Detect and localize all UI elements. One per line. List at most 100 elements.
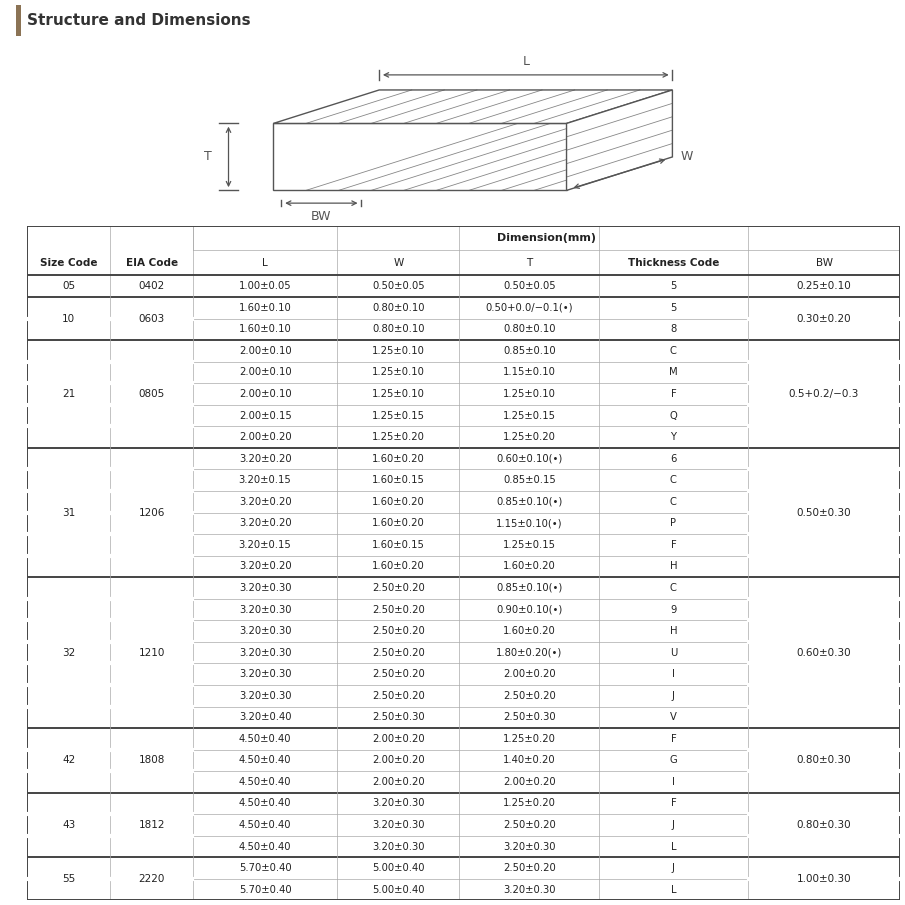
Text: 4.50±0.40: 4.50±0.40	[239, 798, 291, 808]
Text: 3.20±0.15: 3.20±0.15	[239, 475, 291, 485]
Text: 1.80±0.20(•): 1.80±0.20(•)	[496, 648, 562, 658]
Text: 0.50±0.05: 0.50±0.05	[503, 281, 556, 291]
Text: 0.80±0.30: 0.80±0.30	[796, 820, 852, 830]
Text: 3.20±0.30: 3.20±0.30	[239, 626, 291, 636]
Text: 2.50±0.20: 2.50±0.20	[372, 691, 424, 700]
Text: 2.00±0.10: 2.00±0.10	[239, 367, 291, 377]
Text: I: I	[672, 669, 675, 679]
Text: 3.20±0.30: 3.20±0.30	[503, 885, 556, 895]
Text: 1.25±0.10: 1.25±0.10	[503, 389, 556, 399]
Text: 1.60±0.10: 1.60±0.10	[239, 324, 291, 334]
Text: 0.50±0.30: 0.50±0.30	[796, 508, 852, 518]
Polygon shape	[273, 90, 672, 123]
Text: T: T	[205, 150, 212, 164]
Text: 0603: 0603	[138, 313, 165, 324]
Text: 6: 6	[671, 453, 677, 463]
Text: H: H	[670, 626, 677, 636]
Text: U: U	[670, 648, 677, 658]
Text: Size Code: Size Code	[40, 258, 98, 268]
Text: P: P	[671, 519, 676, 529]
Text: T: T	[526, 258, 532, 268]
Text: J: J	[672, 820, 675, 830]
Text: 2.50±0.20: 2.50±0.20	[503, 863, 556, 873]
Text: 2.00±0.20: 2.00±0.20	[239, 432, 291, 443]
Text: 0.80±0.10: 0.80±0.10	[503, 324, 556, 334]
Text: Structure and Dimensions: Structure and Dimensions	[27, 13, 251, 28]
Text: I: I	[672, 776, 675, 787]
Text: 42: 42	[62, 756, 75, 766]
Text: 9: 9	[671, 605, 677, 614]
Text: F: F	[671, 389, 676, 399]
Text: 2.00±0.15: 2.00±0.15	[239, 411, 291, 421]
Text: 05: 05	[62, 281, 75, 291]
Text: 2.00±0.10: 2.00±0.10	[239, 389, 291, 399]
Text: 3.20±0.30: 3.20±0.30	[239, 583, 291, 593]
Text: 0805: 0805	[138, 389, 165, 399]
Text: 5.70±0.40: 5.70±0.40	[239, 885, 291, 895]
Text: 0.50+0.0/−0.1(•): 0.50+0.0/−0.1(•)	[486, 303, 573, 313]
Text: 1.60±0.10: 1.60±0.10	[239, 303, 291, 313]
Text: 3.20±0.20: 3.20±0.20	[239, 497, 291, 507]
Text: 3.20±0.30: 3.20±0.30	[372, 842, 424, 852]
Text: C: C	[670, 475, 677, 485]
Text: 2.50±0.20: 2.50±0.20	[372, 669, 424, 679]
Text: 21: 21	[62, 389, 75, 399]
Text: 1.25±0.20: 1.25±0.20	[503, 734, 556, 744]
Text: W: W	[681, 150, 693, 164]
Text: 3.20±0.30: 3.20±0.30	[503, 842, 556, 852]
Text: H: H	[670, 561, 677, 571]
Text: 2.50±0.20: 2.50±0.20	[372, 583, 424, 593]
Text: EIA Code: EIA Code	[126, 258, 177, 268]
Text: 4.50±0.40: 4.50±0.40	[239, 756, 291, 766]
Text: 1808: 1808	[138, 756, 165, 766]
Text: 0.60±0.10(•): 0.60±0.10(•)	[496, 453, 562, 463]
Text: 32: 32	[62, 648, 75, 658]
Text: 2.00±0.20: 2.00±0.20	[503, 669, 556, 679]
Text: 2.50±0.20: 2.50±0.20	[372, 648, 424, 658]
Text: 1.60±0.20: 1.60±0.20	[372, 561, 424, 571]
Text: F: F	[671, 540, 676, 550]
Text: L: L	[262, 258, 268, 268]
Text: 1.60±0.20: 1.60±0.20	[503, 626, 556, 636]
Text: L: L	[522, 55, 529, 68]
Text: Q: Q	[670, 411, 677, 421]
Polygon shape	[567, 90, 672, 190]
Text: 3.20±0.30: 3.20±0.30	[372, 820, 424, 830]
Text: G: G	[670, 756, 677, 766]
Text: 2.00±0.20: 2.00±0.20	[372, 776, 424, 787]
Text: 1.25±0.15: 1.25±0.15	[503, 540, 556, 550]
Text: 8: 8	[671, 324, 677, 334]
Text: 1.25±0.20: 1.25±0.20	[503, 432, 556, 443]
Text: 0.80±0.30: 0.80±0.30	[796, 756, 852, 766]
Text: 0.85±0.10: 0.85±0.10	[503, 346, 556, 356]
Text: 3.20±0.20: 3.20±0.20	[239, 519, 291, 529]
Text: J: J	[672, 863, 675, 873]
Text: 1812: 1812	[138, 820, 165, 830]
Text: 3.20±0.30: 3.20±0.30	[239, 691, 291, 700]
Text: 1.60±0.20: 1.60±0.20	[503, 561, 556, 571]
Text: 0.25±0.10: 0.25±0.10	[796, 281, 852, 291]
Text: 55: 55	[62, 874, 75, 884]
Text: 3.20±0.40: 3.20±0.40	[239, 712, 291, 722]
Text: 1.25±0.10: 1.25±0.10	[372, 346, 424, 356]
Text: 2.50±0.20: 2.50±0.20	[372, 605, 424, 614]
Text: C: C	[670, 346, 677, 356]
Text: 1.60±0.20: 1.60±0.20	[372, 453, 424, 463]
Text: 5: 5	[671, 303, 677, 313]
Bar	[16, 5, 21, 36]
Text: 5.00±0.40: 5.00±0.40	[372, 885, 424, 895]
Polygon shape	[273, 123, 567, 190]
Text: 2.50±0.20: 2.50±0.20	[372, 626, 424, 636]
Text: 1.60±0.15: 1.60±0.15	[372, 475, 424, 485]
Text: 10: 10	[62, 313, 75, 324]
Text: 4.50±0.40: 4.50±0.40	[239, 820, 291, 830]
Text: 0.50±0.05: 0.50±0.05	[372, 281, 424, 291]
Text: 1.25±0.15: 1.25±0.15	[503, 411, 556, 421]
Text: 3.20±0.20: 3.20±0.20	[239, 453, 291, 463]
Text: 3.20±0.30: 3.20±0.30	[239, 605, 291, 614]
Text: 0.60±0.30: 0.60±0.30	[796, 648, 852, 658]
Text: 1.40±0.20: 1.40±0.20	[503, 756, 556, 766]
Text: 2.00±0.20: 2.00±0.20	[503, 776, 556, 787]
Text: L: L	[671, 842, 676, 852]
Text: 2.50±0.20: 2.50±0.20	[503, 691, 556, 700]
